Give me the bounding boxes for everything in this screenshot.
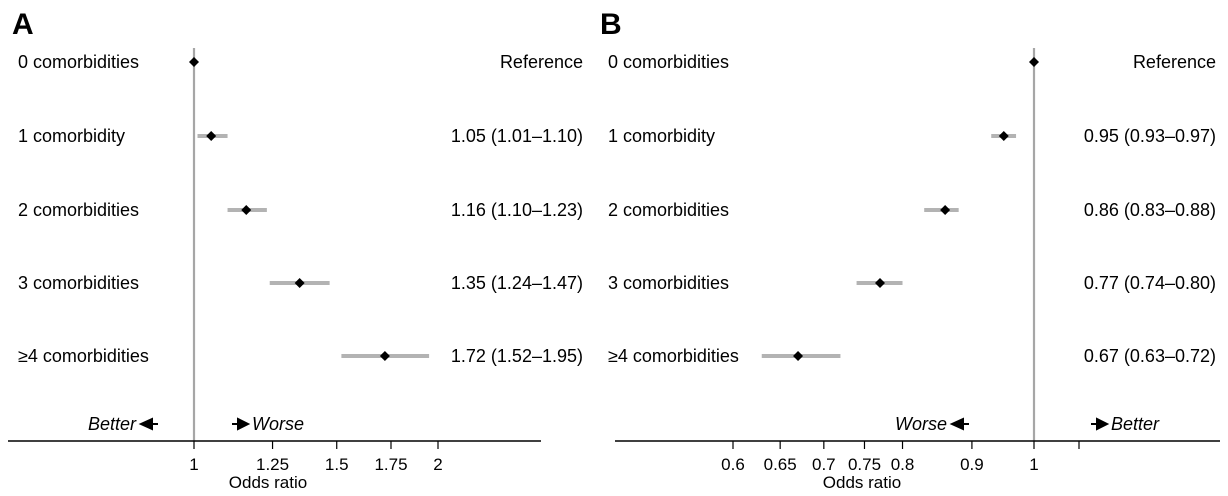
point-estimate-diamond <box>379 351 390 361</box>
row-label: 1 comorbidity <box>608 126 715 146</box>
x-tick-label: 0.8 <box>891 455 915 474</box>
point-estimate-diamond <box>1029 57 1039 67</box>
row-label: 3 comorbidities <box>18 273 139 293</box>
x-tick-label: 0.6 <box>721 455 745 474</box>
point-estimate-diamond <box>940 205 951 215</box>
arrow-right-icon <box>1091 417 1110 431</box>
estimate-label: 0.77 (0.74–0.80) <box>1084 273 1216 293</box>
point-estimate-diamond <box>998 131 1009 141</box>
estimate-label: 1.05 (1.01–1.10) <box>451 126 583 146</box>
estimate-label: 1.72 (1.52–1.95) <box>451 346 583 366</box>
panel-b-plot: 0.6 0.65 0.7 0.75 0.8 0.9 1 Odds ratio Worse Bett… <box>608 48 1220 492</box>
estimate-label: 0.86 (0.83–0.88) <box>1084 200 1216 220</box>
estimate-label: 0.95 (0.93–0.97) <box>1084 126 1216 146</box>
row-label: 0 comorbidities <box>608 52 729 72</box>
x-tick-label: 0.65 <box>764 455 797 474</box>
row-label: 2 comorbidities <box>18 200 139 220</box>
point-estimate-diamond <box>189 57 199 67</box>
estimate-label: 0.67 (0.63–0.72) <box>1084 346 1216 366</box>
estimate-label: Reference <box>500 52 583 72</box>
arrow-left-icon <box>949 417 969 431</box>
row-label: ≥4 comorbidities <box>608 346 739 366</box>
x-tick-label: 1 <box>189 455 198 474</box>
x-tick-label: 0.9 <box>960 455 984 474</box>
arrow-right-icon <box>232 417 251 431</box>
x-tick-label: 0.75 <box>848 455 881 474</box>
x-axis-title: Odds ratio <box>229 473 307 492</box>
panel-a-plot: 1 1.25 1.5 1.75 2 Odds ratio Better Worse 0 como… <box>8 48 583 492</box>
panel-a-letter: A <box>12 8 34 41</box>
direction-label-left: Worse <box>895 414 947 434</box>
row-label: 1 comorbidity <box>18 126 125 146</box>
x-axis-title: Odds ratio <box>823 473 901 492</box>
point-estimate-diamond <box>294 278 305 288</box>
point-estimate-diamond <box>206 131 217 141</box>
direction-label-left: Better <box>88 414 137 434</box>
x-tick-label: 1.25 <box>256 455 289 474</box>
row-label: ≥4 comorbidities <box>18 346 149 366</box>
estimate-label: Reference <box>1133 52 1216 72</box>
row-label: 0 comorbidities <box>18 52 139 72</box>
estimate-label: 1.35 (1.24–1.47) <box>451 273 583 293</box>
row-label: 2 comorbidities <box>608 200 729 220</box>
x-tick-label: 1.5 <box>325 455 349 474</box>
x-tick-label: 2 <box>433 455 442 474</box>
x-tick-label: 0.7 <box>812 455 836 474</box>
point-estimate-diamond <box>241 205 252 215</box>
x-tick-label: 1 <box>1029 455 1038 474</box>
estimate-label: 1.16 (1.10–1.23) <box>451 200 583 220</box>
x-tick-label: 1.75 <box>374 455 407 474</box>
row-label: 3 comorbidities <box>608 273 729 293</box>
point-estimate-diamond <box>793 351 804 361</box>
direction-label-right: Worse <box>252 414 304 434</box>
panel-b-letter: B <box>600 8 622 41</box>
point-estimate-diamond <box>874 278 885 288</box>
arrow-left-icon <box>138 417 158 431</box>
direction-label-right: Better <box>1111 414 1160 434</box>
